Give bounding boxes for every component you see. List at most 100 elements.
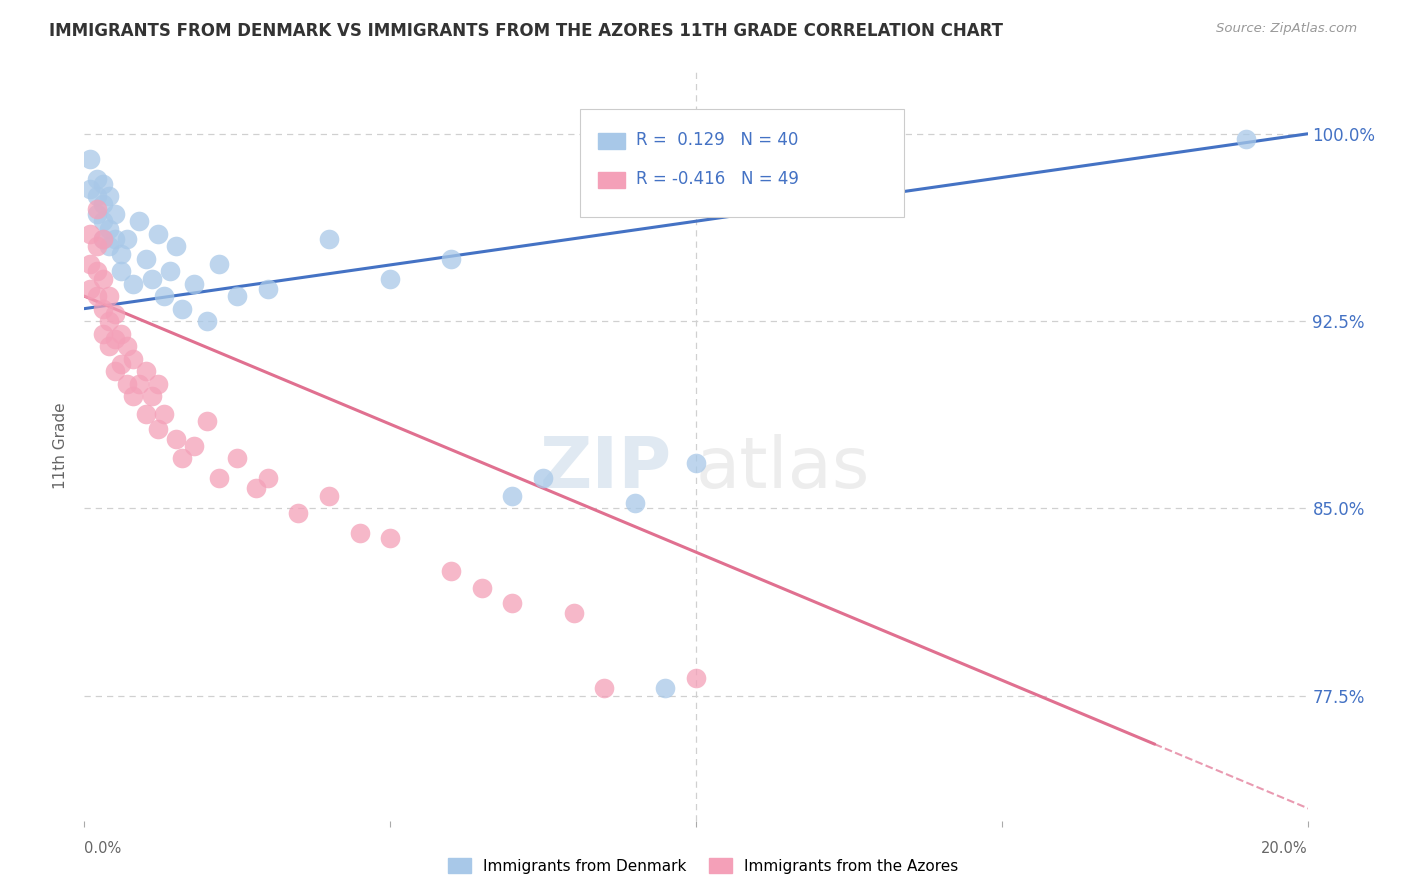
Point (502, 596, 524, 610)
Point (91, 326, 114, 341)
Point (380, 532, 402, 546)
Point (141, 271, 163, 285)
Point (104, 364, 127, 378)
Point (97, 239, 120, 253)
Point (79, 182, 101, 196)
Point (91, 232, 114, 246)
Text: Source: ZipAtlas.com: Source: ZipAtlas.com (1216, 22, 1357, 36)
Point (135, 407, 157, 421)
Point (172, 451, 194, 466)
Point (141, 389, 163, 403)
Point (97, 221, 120, 235)
Point (122, 351, 145, 366)
Point (318, 489, 340, 503)
Point (104, 232, 127, 246)
Point (86, 264, 108, 278)
Point (318, 232, 340, 246)
Point (172, 301, 194, 316)
Point (115, 376, 138, 391)
Point (146, 227, 169, 241)
Point (79, 282, 101, 296)
Point (79, 257, 101, 271)
Text: atlas: atlas (696, 434, 870, 503)
Point (91, 196, 114, 211)
Point (79, 227, 101, 241)
Point (183, 277, 205, 291)
Point (531, 471, 554, 485)
Point (208, 257, 231, 271)
Point (91, 301, 114, 316)
Text: R = -0.416   N = 49: R = -0.416 N = 49 (636, 169, 799, 187)
Point (349, 526, 371, 541)
Point (91, 214, 114, 228)
Point (195, 414, 218, 428)
Point (257, 471, 280, 485)
Text: 0.0%: 0.0% (84, 840, 121, 855)
Point (110, 357, 132, 371)
Point (183, 439, 205, 453)
Point (86, 171, 108, 186)
Y-axis label: 11th Grade: 11th Grade (53, 402, 69, 490)
Point (91, 177, 114, 191)
Point (135, 252, 157, 266)
Point (226, 451, 249, 466)
Point (115, 232, 138, 246)
Point (115, 339, 138, 353)
Point (122, 389, 145, 403)
Point (86, 189, 108, 203)
Point (91, 271, 114, 285)
Point (104, 307, 127, 321)
Point (97, 289, 120, 303)
Point (502, 489, 524, 503)
Point (97, 314, 120, 328)
Point (440, 252, 463, 266)
Point (146, 421, 169, 435)
Point (1236, 132, 1258, 146)
Legend: Immigrants from Denmark, Immigrants from the Azores: Immigrants from Denmark, Immigrants from… (441, 852, 965, 880)
Point (287, 507, 309, 521)
Point (440, 564, 463, 578)
Point (110, 326, 132, 341)
Point (159, 264, 181, 278)
Point (135, 364, 157, 378)
Point (257, 282, 280, 296)
Point (624, 496, 647, 510)
Text: ZIP: ZIP (540, 434, 672, 503)
Point (128, 376, 150, 391)
Text: 20.0%: 20.0% (1261, 840, 1308, 855)
Point (79, 152, 101, 166)
Point (104, 207, 127, 221)
Bar (598, 172, 626, 188)
Point (165, 239, 187, 253)
Point (245, 482, 267, 496)
Point (86, 202, 108, 216)
Point (86, 239, 108, 253)
Bar (598, 133, 626, 149)
Point (380, 271, 402, 285)
Point (91, 232, 114, 246)
Point (153, 289, 176, 303)
Point (195, 314, 218, 328)
Point (226, 289, 249, 303)
Point (562, 607, 585, 621)
Point (685, 671, 707, 685)
Point (97, 339, 120, 353)
Point (110, 264, 132, 278)
Point (593, 681, 616, 696)
Point (654, 681, 676, 696)
Point (153, 407, 176, 421)
Point (165, 432, 187, 446)
Text: R =  0.129   N = 40: R = 0.129 N = 40 (636, 130, 799, 149)
Point (685, 457, 707, 471)
Point (146, 376, 169, 391)
Point (110, 246, 132, 260)
Point (86, 207, 108, 221)
Point (97, 189, 120, 203)
Point (208, 471, 231, 485)
Point (128, 214, 150, 228)
Text: IMMIGRANTS FROM DENMARK VS IMMIGRANTS FROM THE AZORES 11TH GRADE CORRELATION CHA: IMMIGRANTS FROM DENMARK VS IMMIGRANTS FR… (49, 22, 1004, 40)
FancyBboxPatch shape (579, 109, 904, 218)
Point (122, 277, 145, 291)
Point (86, 289, 108, 303)
Point (471, 582, 494, 596)
